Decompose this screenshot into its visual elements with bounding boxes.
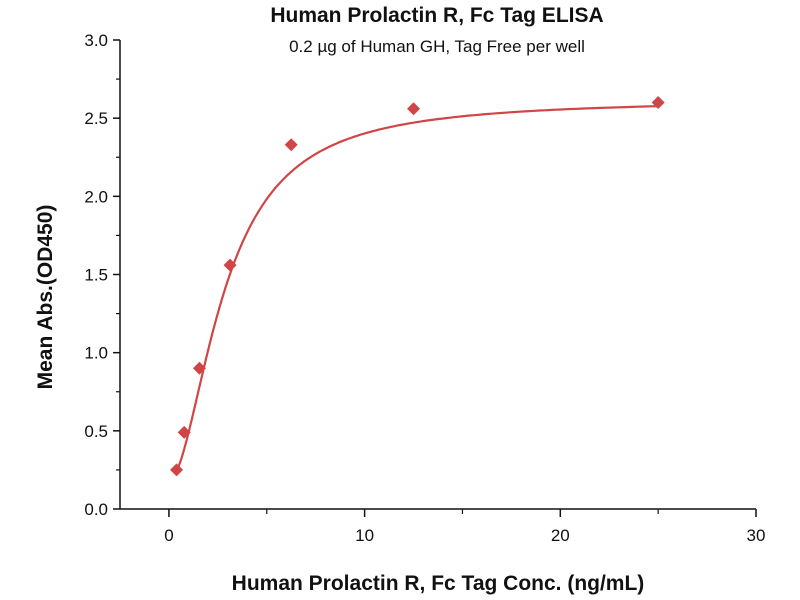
chart-title: Human Prolactin R, Fc Tag ELISA — [270, 4, 603, 27]
x-tick-label: 30 — [747, 526, 766, 545]
y-tick-label: 3.0 — [84, 31, 108, 50]
y-axis-label: Mean Abs.(OD450) — [34, 205, 57, 390]
data-point-diamond — [192, 361, 206, 375]
axes: 0.0 0.5 1.0 1.5 2.0 2.5 3.0 0 10 20 30 — [84, 31, 765, 545]
y-tick-label: 0.0 — [84, 500, 108, 519]
x-axis-label: Human Prolactin R, Fc Tag Conc. (ng/mL) — [232, 572, 645, 595]
x-tick-label: 10 — [355, 526, 374, 545]
data-point-diamond — [651, 96, 665, 110]
data-point-diamond — [284, 138, 298, 152]
data-point-diamond — [407, 102, 421, 116]
y-tick-label: 2.0 — [84, 187, 108, 206]
y-tick-label: 2.5 — [84, 109, 108, 128]
chart-subtitle: 0.2 µg of Human GH, Tag Free per well — [289, 37, 585, 56]
data-point-diamond — [170, 463, 184, 477]
y-tick-label: 1.0 — [84, 344, 108, 363]
x-tick-label: 0 — [164, 526, 173, 545]
fit-curve — [175, 105, 659, 472]
data-points — [170, 96, 665, 477]
y-tick-label: 1.5 — [84, 266, 108, 285]
y-tick-label: 0.5 — [84, 422, 108, 441]
data-point-diamond — [177, 425, 191, 439]
x-tick-label: 20 — [551, 526, 570, 545]
fit-curve-group — [175, 105, 659, 472]
data-point-diamond — [223, 258, 237, 272]
